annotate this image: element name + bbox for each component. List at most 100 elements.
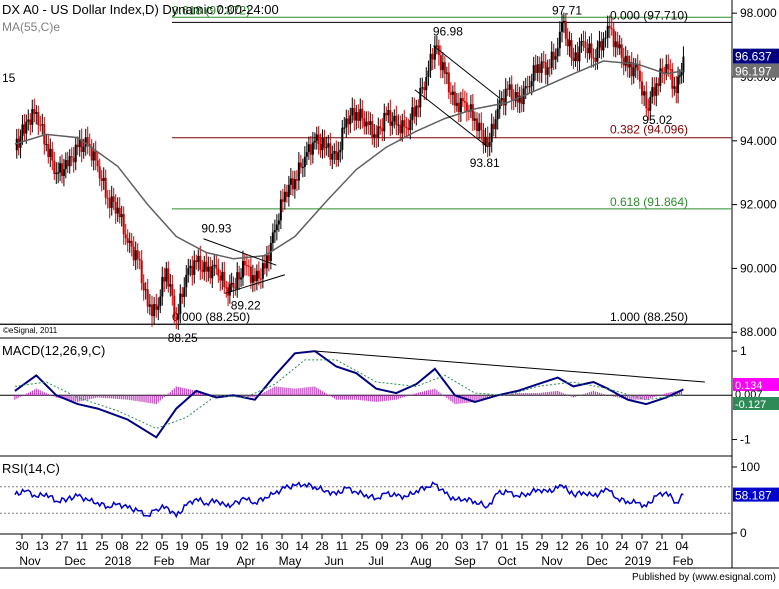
candle-body bbox=[482, 130, 485, 146]
candle-body bbox=[159, 296, 162, 307]
candle-body bbox=[142, 283, 145, 291]
candle-body bbox=[429, 53, 432, 71]
candle-body bbox=[221, 271, 224, 281]
candle-body bbox=[211, 265, 214, 279]
candle-body bbox=[273, 230, 276, 233]
candle-body bbox=[602, 38, 605, 51]
candle-body bbox=[630, 62, 633, 77]
candle-body bbox=[542, 61, 545, 63]
candle-body bbox=[675, 86, 678, 93]
candle-body bbox=[285, 191, 288, 197]
price-annotation: 88.25 bbox=[168, 331, 198, 345]
candle-body bbox=[213, 264, 216, 266]
candle-body bbox=[128, 240, 131, 243]
candle-body bbox=[247, 265, 250, 267]
candle-body bbox=[259, 278, 262, 280]
candle-body bbox=[588, 43, 591, 54]
candle-body bbox=[39, 125, 42, 127]
candle-body bbox=[385, 112, 388, 116]
candle-body bbox=[153, 304, 156, 317]
candle-body bbox=[241, 261, 244, 278]
candle-body bbox=[193, 260, 196, 276]
candle-body bbox=[570, 40, 573, 59]
candle-body bbox=[287, 184, 290, 197]
candle-body bbox=[572, 58, 575, 62]
x-tick-label: 17 bbox=[475, 539, 489, 553]
candle-body bbox=[240, 277, 243, 280]
candle-body bbox=[74, 144, 77, 163]
candle-body bbox=[82, 146, 85, 153]
candle-body bbox=[596, 47, 599, 62]
candle-body bbox=[453, 91, 456, 106]
candle-body bbox=[641, 81, 643, 96]
candle-body bbox=[217, 268, 220, 276]
candle-body bbox=[253, 275, 256, 282]
candle-body bbox=[632, 67, 635, 77]
candle-body bbox=[33, 109, 36, 114]
candle-body bbox=[435, 45, 438, 47]
fib-level-label: 0.618 (97.872) bbox=[172, 3, 250, 17]
candle-body bbox=[612, 29, 615, 48]
candle-body bbox=[395, 115, 398, 125]
candle-body bbox=[598, 41, 601, 48]
candle-body bbox=[29, 119, 32, 125]
candle-body bbox=[671, 69, 674, 89]
candle-body bbox=[303, 156, 306, 168]
candle-body bbox=[419, 88, 422, 108]
candle-body bbox=[528, 86, 531, 88]
candle-body bbox=[112, 196, 115, 202]
candle-body bbox=[339, 149, 342, 153]
candle-body bbox=[118, 207, 121, 218]
candle-body bbox=[459, 98, 462, 113]
candle-body bbox=[524, 86, 527, 89]
candle-body bbox=[638, 70, 641, 82]
candle-body bbox=[195, 260, 198, 263]
candle-body bbox=[634, 64, 637, 68]
x-tick-label: 22 bbox=[135, 539, 149, 553]
candle-body bbox=[443, 62, 446, 74]
x-tick-label: 19 bbox=[175, 539, 189, 553]
candle-body bbox=[295, 179, 298, 181]
x-tick-label: 12 bbox=[555, 539, 569, 553]
candle-body bbox=[70, 156, 73, 158]
candle-body bbox=[445, 72, 448, 74]
candle-body bbox=[399, 124, 402, 134]
candle-body bbox=[219, 275, 222, 281]
candle-body bbox=[23, 124, 26, 134]
candle-body bbox=[534, 65, 537, 73]
x-month-label: May bbox=[279, 554, 302, 568]
candle-body bbox=[486, 136, 489, 147]
candle-body bbox=[261, 263, 264, 279]
candle-body bbox=[140, 260, 143, 284]
candle-body bbox=[520, 95, 523, 105]
candle-body bbox=[614, 41, 617, 48]
candle-body bbox=[655, 83, 658, 96]
rsi-tick-label: 100 bbox=[740, 460, 760, 474]
candle-body bbox=[238, 272, 241, 280]
candle-body bbox=[580, 40, 583, 47]
candle-body bbox=[120, 214, 123, 218]
candle-body bbox=[100, 178, 103, 181]
candle-body bbox=[610, 28, 613, 30]
candle-body bbox=[331, 153, 334, 160]
candle-body bbox=[72, 157, 75, 163]
candle-body bbox=[496, 108, 499, 120]
x-axis: 30 13 27 11 25 08 22 05 19 05 19 02 16 30 14 28 11 25 09 23… bbox=[15, 534, 694, 568]
candle-body bbox=[57, 172, 60, 174]
price-annotation: 90.93 bbox=[201, 222, 231, 236]
candle-body bbox=[277, 220, 280, 225]
candle-body bbox=[457, 102, 460, 113]
candle-body bbox=[169, 284, 172, 287]
candle-body bbox=[59, 163, 62, 173]
candle-body bbox=[421, 87, 424, 89]
candle-body bbox=[667, 64, 670, 70]
footer-label: Published by (www.esignal.com) bbox=[632, 572, 776, 583]
candle-body bbox=[179, 293, 182, 315]
fib-level-label: 0.000 (88.250) bbox=[172, 310, 250, 324]
x-month-label: Nov bbox=[19, 554, 40, 568]
candle-body bbox=[21, 124, 24, 136]
candle-body bbox=[576, 52, 579, 62]
x-tick-label: 01 bbox=[495, 539, 509, 553]
candle-body bbox=[649, 97, 652, 111]
candle-body bbox=[578, 46, 581, 62]
